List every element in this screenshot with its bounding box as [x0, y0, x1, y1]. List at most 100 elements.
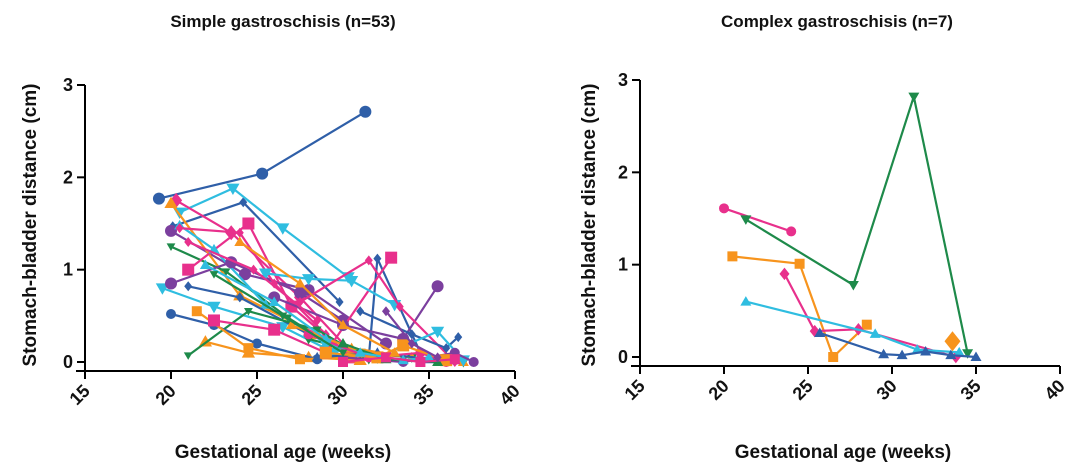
data-point: [338, 349, 348, 358]
x-tick-label: 20: [705, 376, 733, 404]
data-point: [433, 352, 442, 363]
data-point: [226, 183, 240, 196]
data-point: [740, 296, 752, 306]
data-point: [302, 274, 316, 286]
x-axis-label: Gestational age (weeks): [175, 442, 391, 463]
x-tick-label: 25: [789, 376, 817, 404]
data-point: [407, 338, 416, 349]
series: [209, 271, 348, 358]
data-point: [364, 255, 373, 266]
series-line: [299, 259, 456, 363]
data-point: [373, 253, 382, 264]
data-point: [249, 264, 258, 275]
data-point: [165, 277, 177, 290]
data-point: [312, 326, 322, 335]
data-point: [244, 308, 253, 316]
series: [944, 331, 961, 352]
data-point: [338, 357, 348, 367]
data-point: [786, 226, 797, 237]
data-point: [152, 192, 165, 205]
data-point: [243, 343, 254, 354]
data-point: [814, 327, 826, 337]
x-tick-label: 40: [1041, 376, 1069, 404]
plot-area: [719, 92, 982, 364]
y-tick-label: 0: [618, 347, 628, 367]
data-point: [209, 271, 219, 279]
data-point: [359, 105, 372, 118]
simple-gastroschisis-panel: Simple gastroschisis (n=53) Gestational …: [20, 12, 524, 463]
data-point: [242, 217, 255, 230]
data-point: [208, 314, 220, 327]
series-line: [732, 255, 868, 359]
data-point: [911, 344, 923, 354]
series: [184, 236, 322, 326]
x-tick-label: 25: [238, 381, 266, 409]
y-tick-label: 3: [63, 75, 73, 95]
data-point: [908, 92, 920, 103]
data-point: [294, 278, 306, 288]
data-point: [449, 354, 460, 365]
data-point: [382, 306, 390, 317]
x-tick-label: 30: [873, 376, 901, 404]
data-point: [294, 286, 306, 299]
data-point: [794, 258, 805, 269]
data-point: [183, 352, 193, 360]
data-point: [861, 319, 872, 330]
data-point: [235, 292, 244, 303]
x-tick-label: 35: [410, 381, 438, 409]
x-axis-label: Gestational age (weeks): [735, 442, 951, 463]
y-tick-label: 2: [63, 167, 73, 187]
y-axis-label: Stomach-bladder distance (cm): [20, 84, 41, 367]
data-point: [920, 345, 932, 356]
data-point: [354, 347, 366, 357]
data-point: [944, 331, 961, 352]
data-point: [869, 328, 881, 338]
data-point: [268, 296, 280, 306]
series: [727, 251, 872, 362]
data-point: [454, 332, 463, 343]
data-point: [389, 347, 401, 357]
chart-title: Complex gastroschisis (n=7): [721, 12, 953, 31]
data-point: [727, 251, 738, 262]
data-point: [239, 197, 248, 208]
series-line: [175, 199, 353, 354]
data-point: [276, 223, 290, 235]
series-line: [239, 241, 396, 354]
series-line: [745, 95, 969, 354]
x-tick-label: 15: [621, 376, 649, 404]
y-axis-label: Stomach-bladder distance (cm): [579, 84, 600, 367]
data-point: [184, 236, 193, 247]
series-line: [723, 207, 792, 233]
series-line: [213, 257, 393, 354]
data-point: [235, 227, 244, 238]
data-point: [270, 278, 279, 289]
data-point: [423, 351, 435, 362]
complex-gastroschisis-panel: Complex gastroschisis (n=7) Gestational …: [579, 12, 1069, 463]
data-point: [166, 243, 176, 251]
series: [152, 105, 372, 205]
data-point: [164, 196, 178, 208]
x-tick-label: 35: [957, 376, 985, 404]
data-point: [175, 223, 184, 234]
data-point: [719, 203, 729, 214]
data-point: [356, 306, 365, 317]
x-tick-label: 40: [496, 381, 524, 409]
series-line: [265, 272, 396, 306]
x-tick-label: 20: [152, 381, 180, 409]
data-point: [970, 351, 982, 361]
data-point: [962, 349, 974, 359]
x-tick-label: 15: [66, 381, 94, 409]
data-point: [184, 281, 193, 292]
data-point: [234, 236, 246, 246]
y-tick-label: 1: [63, 260, 73, 280]
data-point: [221, 268, 231, 276]
data-point: [828, 352, 839, 362]
data-point: [337, 338, 349, 348]
data-point: [278, 312, 288, 321]
plot-area: [152, 105, 479, 368]
data-point: [166, 308, 176, 319]
series-line: [819, 331, 977, 359]
data-point: [345, 275, 359, 288]
data-point: [415, 357, 426, 367]
